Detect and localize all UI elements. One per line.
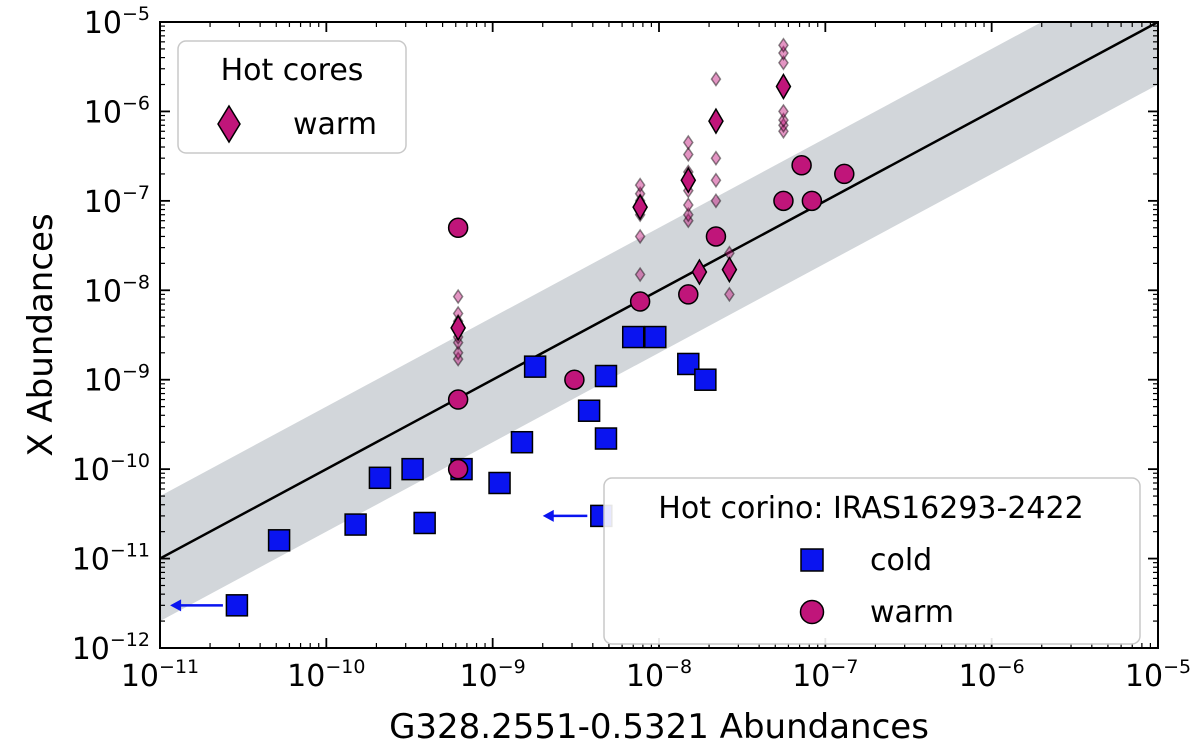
- y-tick-label: 10−6: [84, 92, 150, 130]
- warm-circle-point: [447, 389, 469, 410]
- y-tick-label: 10−10: [72, 450, 150, 488]
- legend-diamond-marker: [217, 104, 241, 144]
- one-to-one-line: [160, 22, 1158, 560]
- y-tick-label: 10−12: [72, 629, 150, 667]
- spread-diamond-point: [723, 286, 735, 303]
- spread-diamond-point: [710, 150, 722, 167]
- hot-core-diamond-point: [708, 107, 724, 135]
- x-tick-label: 10−10: [287, 656, 365, 694]
- warm-circle-point: [791, 155, 812, 176]
- cold-square-point: [644, 325, 667, 349]
- y-axis-title: X Abundances: [21, 213, 61, 456]
- x-tick-label: 10−11: [121, 656, 199, 694]
- warm-circle-point: [773, 190, 794, 212]
- spread-diamond-point: [682, 146, 694, 163]
- upper-limit-arrow-head: [542, 509, 554, 522]
- legend-hot-cores-warm-label: warm: [293, 107, 377, 142]
- warm-circle-point: [447, 217, 469, 239]
- x-tick-label: 10−8: [626, 656, 692, 694]
- spread-diamond-point: [452, 334, 464, 351]
- spread-diamond-point: [710, 172, 722, 189]
- cold-square-point: [401, 457, 424, 481]
- spread-diamond-point: [682, 212, 694, 229]
- hot-core-diamond-point: [691, 258, 708, 286]
- cold-square-point: [344, 513, 367, 536]
- spread-diamond-point: [682, 197, 694, 213]
- upper-limit-arrow-head: [170, 599, 182, 612]
- y-tick-label: 10−7: [84, 182, 150, 220]
- x-axis-title: G328.2551-0.5321 Abundances: [389, 707, 929, 747]
- spread-diamond-point: [634, 177, 646, 193]
- cold-square-point: [267, 529, 291, 552]
- x-tick-label: 10−9: [460, 656, 526, 694]
- warm-circle-point: [447, 458, 469, 480]
- legend-hot-corino: Hot corino: IRAS16293-2422 cold warm: [603, 477, 1141, 645]
- warm-circle-point: [834, 163, 855, 185]
- x-tick-label: 10−7: [792, 656, 858, 694]
- cold-square-point: [488, 471, 511, 495]
- legend-square-marker: [800, 548, 824, 572]
- spread-diamond-point: [778, 123, 789, 140]
- spread-diamond-point: [778, 54, 789, 71]
- legend-hot-corino-box: [603, 477, 1141, 645]
- cold-square-point: [225, 594, 249, 617]
- legend-corino-warm-label: warm: [870, 595, 954, 630]
- cold-square-point: [368, 466, 392, 490]
- warm-circle-point: [705, 226, 727, 247]
- upper-limit-layer: [170, 509, 588, 612]
- hot-core-diamond-point: [632, 193, 648, 221]
- cold-square-point: [523, 355, 547, 378]
- hot-core-diamond-point: [450, 314, 467, 342]
- spread-diamond-point: [452, 351, 464, 367]
- spread-diamond-point: [682, 206, 694, 223]
- spread-diamond-point: [778, 103, 789, 120]
- y-tick-label: 10−8: [84, 271, 150, 309]
- spread-diamond-point: [452, 344, 464, 361]
- spread-diamond-point: [710, 193, 722, 209]
- cold-square-point: [694, 368, 717, 391]
- spread-diamond-point: [778, 37, 789, 54]
- legend-circle-marker: [799, 599, 825, 625]
- spread-diamond-point: [778, 45, 789, 61]
- point-layer: [225, 73, 855, 617]
- warm-circle-point: [678, 284, 699, 305]
- warm-circle-point: [801, 190, 823, 212]
- warm-circle-point: [629, 291, 651, 312]
- legend-hot-cores: Hot cores warm: [177, 40, 407, 154]
- legend-cold-label: cold: [870, 543, 932, 578]
- spread-diamond-point: [452, 288, 464, 305]
- spread-diamond-point: [778, 112, 789, 128]
- legend-hot-cores-title: Hot cores: [221, 53, 364, 88]
- cold-square-point: [413, 511, 436, 535]
- cold-square-point: [510, 430, 534, 454]
- spread-diamond-point: [682, 134, 694, 151]
- x-tick-label: 10−6: [959, 656, 1025, 694]
- cold-square-point: [677, 352, 700, 376]
- hot-core-diamond-point: [775, 73, 792, 100]
- x-tick-label: 10−5: [1125, 656, 1191, 694]
- spread-diamond-point: [634, 228, 646, 245]
- spread-diamond-point: [778, 117, 789, 134]
- cold-square-point: [577, 399, 601, 422]
- hot-core-diamond-point: [721, 256, 738, 284]
- legend-hot-corino-title: Hot corino: IRAS16293-2422: [658, 491, 1083, 526]
- spread-diamond-point: [634, 266, 646, 283]
- y-tick-label: 10−11: [72, 540, 150, 578]
- spread-diamond-point: [710, 71, 722, 87]
- tick-layer: 10−11 10−10 10−9 10−8 10−7 10−6 10−510−1210−11…: [72, 3, 1191, 694]
- hot-core-diamond-point: [680, 166, 697, 194]
- y-tick-label: 10−9: [84, 361, 150, 399]
- cold-square-point: [594, 364, 618, 388]
- y-tick-label: 10−5: [84, 3, 150, 41]
- cold-square-point: [621, 325, 645, 349]
- cold-square-point: [594, 427, 618, 450]
- warm-circle-point: [564, 369, 585, 390]
- reference-line-layer: [160, 22, 1158, 560]
